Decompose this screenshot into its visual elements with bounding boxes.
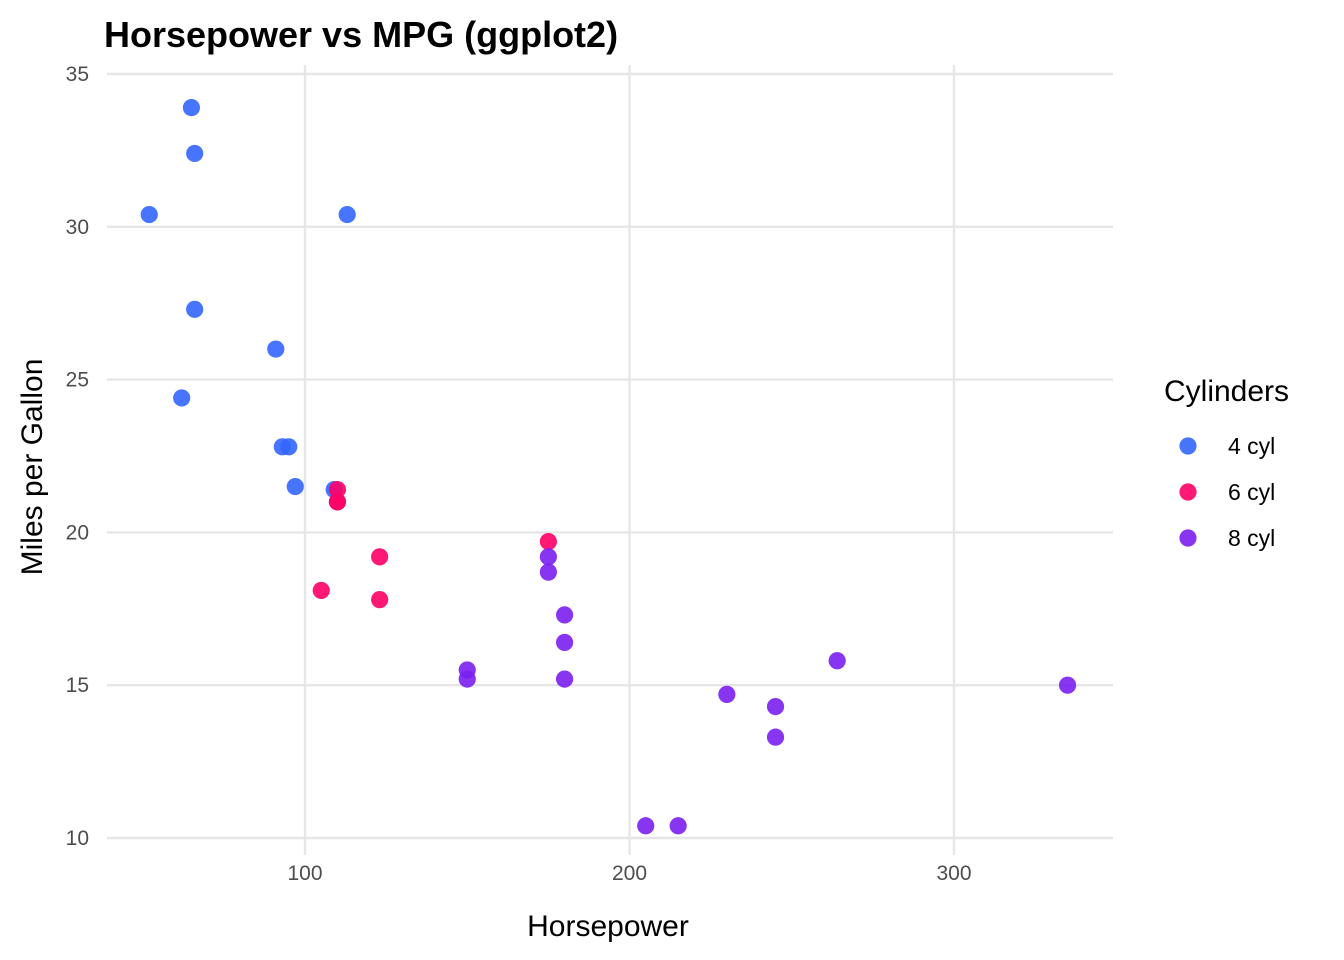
data-point: [267, 340, 285, 358]
series-4-cyl: [140, 99, 356, 499]
series-8-cyl: [458, 548, 1077, 835]
y-tick-label: 25: [66, 369, 89, 392]
x-tick-label: 200: [612, 862, 647, 885]
chart-title: Horsepower vs MPG (ggplot2): [104, 14, 618, 55]
data-point: [458, 670, 476, 688]
data-point: [539, 532, 557, 551]
legend-label: 4 cyl: [1228, 433, 1275, 459]
data-point: [669, 817, 687, 835]
data-point: [539, 548, 557, 566]
data-point: [766, 728, 785, 746]
x-axis-title: Horsepower: [527, 910, 689, 943]
data-point: [182, 99, 201, 117]
data-point: [766, 697, 785, 716]
data-point: [539, 563, 557, 581]
gridlines: [107, 65, 1113, 855]
data-point: [637, 817, 655, 835]
data-point: [286, 477, 304, 496]
data-point: [828, 652, 846, 670]
data-points: [140, 99, 1077, 835]
data-point: [556, 606, 574, 624]
x-axis-tick-labels: 100 200 300: [287, 862, 971, 885]
data-point: [140, 205, 158, 224]
data-point: [1058, 676, 1077, 694]
y-axis-tick-labels: 10 15 20 25 30 35: [66, 63, 89, 850]
data-point: [328, 481, 347, 499]
y-axis-title: Miles per Gallon: [16, 359, 49, 576]
x-tick-label: 100: [287, 862, 322, 885]
y-tick-label: 15: [66, 674, 89, 697]
data-point: [371, 591, 389, 609]
data-point: [186, 144, 204, 163]
data-point: [312, 581, 330, 600]
y-tick-label: 35: [66, 63, 89, 86]
legend-key: [1179, 483, 1197, 501]
y-tick-label: 20: [66, 521, 89, 544]
data-point: [718, 685, 736, 703]
y-tick-label: 30: [66, 216, 89, 239]
legend: Cylinders 4 cyl 6 cyl 8 cyl: [1164, 375, 1289, 551]
data-point: [556, 633, 574, 652]
legend-label: 6 cyl: [1228, 479, 1275, 505]
legend-label: 8 cyl: [1228, 525, 1275, 551]
data-point: [328, 493, 347, 511]
data-point: [338, 205, 356, 224]
data-point: [173, 389, 191, 407]
legend-title: Cylinders: [1164, 375, 1289, 408]
x-tick-label: 300: [936, 862, 971, 885]
data-point: [280, 438, 298, 456]
legend-key: [1179, 529, 1197, 547]
data-point: [371, 548, 389, 566]
legend-key: [1179, 437, 1197, 455]
series-6-cyl: [312, 481, 557, 609]
legend-items: 4 cyl 6 cyl 8 cyl: [1179, 433, 1275, 551]
data-point: [186, 300, 204, 318]
y-tick-label: 10: [66, 827, 89, 850]
data-point: [556, 670, 574, 688]
